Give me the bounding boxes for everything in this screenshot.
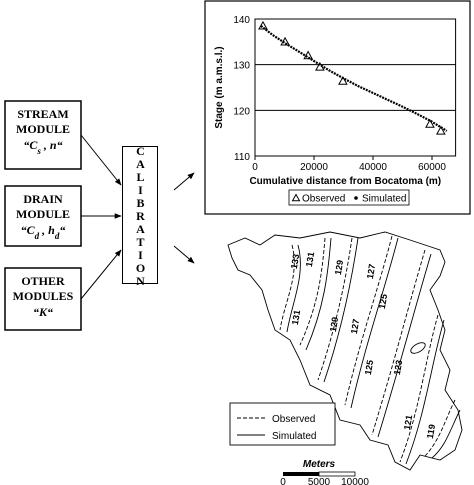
simulated-marker [354, 196, 358, 200]
observed-marker [291, 193, 301, 202]
module-params: “Cd , hd“ [21, 223, 66, 241]
contour-label: 123 [392, 359, 404, 376]
quote: “ [23, 138, 29, 152]
observed-marker [425, 119, 435, 128]
separator: , [41, 138, 50, 152]
contour-label: 119 [425, 423, 437, 439]
contour-label: 125 [363, 359, 375, 376]
x-tick-label: 40000 [359, 162, 387, 173]
legend-label: Observed [302, 194, 345, 205]
contour-label: 125 [377, 293, 389, 310]
contours [279, 235, 461, 465]
contour-label: 131 [304, 251, 316, 268]
legend-box [288, 189, 410, 206]
arrow [173, 245, 195, 264]
arrow [80, 134, 122, 186]
module-name: OTHER [21, 274, 65, 288]
y-axis-label: Stage (m a.m.s.l.) [214, 46, 225, 128]
contour-label: 129 [333, 259, 345, 276]
map-legend-label: Simulated [272, 431, 316, 442]
symbol: n [50, 138, 57, 152]
legend-label: Simulated [362, 194, 406, 205]
y-tick-label: 110 [234, 152, 250, 163]
separator: , [39, 223, 48, 237]
scale-label: 5000 [308, 477, 331, 485]
quote: “ [47, 305, 53, 319]
symbol: K [38, 305, 48, 319]
contour-label: 133 [289, 253, 301, 270]
symbol-sub: d [55, 231, 60, 241]
observed-marker [258, 20, 268, 30]
map-legend-box [229, 402, 336, 446]
contour-label: 127 [365, 263, 377, 280]
y-tick-label: 120 [233, 106, 250, 117]
x-tick-label: 20000 [300, 162, 328, 173]
scale-label: 10000 [341, 477, 369, 485]
module-params: “K“ [33, 305, 53, 319]
contour-label: 121 [402, 414, 414, 431]
module-name: DRAIN [23, 192, 63, 206]
symbol-sub: s [36, 146, 41, 156]
y-tick-label: 130 [233, 61, 250, 72]
contour-label: 131 [290, 309, 302, 326]
module-params: “Cs , n“ [23, 138, 62, 156]
observed-marker [436, 125, 446, 135]
scale-bar [318, 471, 356, 477]
observed-marker [303, 50, 313, 60]
quote: “ [21, 223, 27, 237]
scale-bar [283, 472, 319, 476]
symbol: C [27, 223, 36, 237]
chart-frame [204, 0, 471, 215]
module-name: STREAM [17, 107, 68, 121]
map-outline [227, 231, 463, 471]
module-kind: MODULE [16, 207, 70, 221]
symbol: h [48, 223, 55, 237]
module-kind: MODULES [13, 289, 74, 303]
module-kind: MODULE [16, 122, 70, 136]
symbol: C [29, 138, 38, 152]
scale-title: Meters [303, 459, 336, 470]
x-tick-label: 0 [252, 162, 258, 173]
symbol-sub: d [35, 231, 40, 241]
arrow [173, 172, 195, 191]
observed-marker [338, 76, 348, 85]
quote: “ [59, 223, 65, 237]
quote: “ [33, 305, 39, 319]
contour-label: 127 [349, 318, 361, 335]
simulated-line [260, 24, 448, 132]
quote: “ [57, 138, 63, 152]
scale-label: 0 [280, 477, 286, 485]
contour-label: 129 [328, 316, 340, 333]
x-tick-label: 60000 [418, 162, 446, 173]
calibration-box: CALIBRATION [122, 144, 158, 287]
y-tick-label: 140 [233, 15, 250, 26]
x-axis-label: Cumulative distance from Bocatoma (m) [249, 176, 441, 187]
map-legend-label: Observed [272, 414, 315, 425]
arrow [80, 249, 122, 300]
